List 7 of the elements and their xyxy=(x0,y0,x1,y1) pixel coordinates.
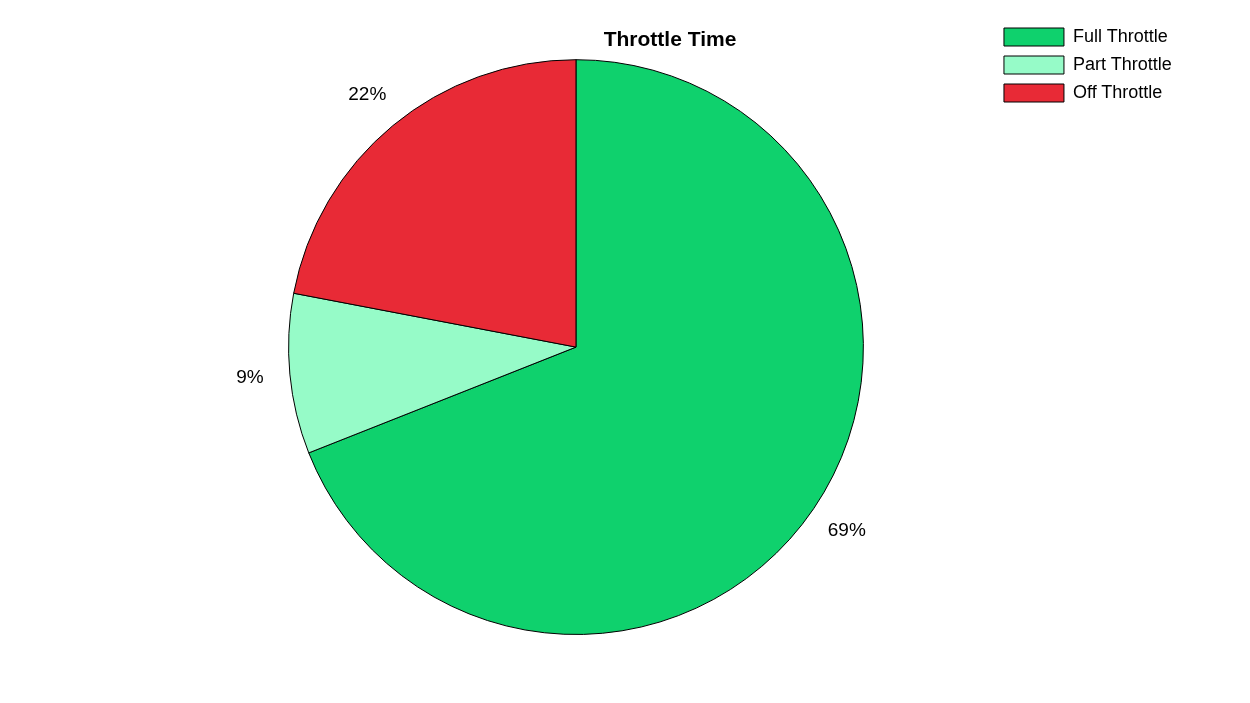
legend-label: Part Throttle xyxy=(1072,53,1172,74)
data-label: 22% xyxy=(348,83,387,105)
legend-label: Off Throttle xyxy=(1072,81,1163,102)
data-label: 9% xyxy=(236,366,264,388)
data-label: 69% xyxy=(827,519,866,541)
chart-title: Throttle Time xyxy=(603,27,737,51)
legend-label: Full Throttle xyxy=(1072,25,1168,46)
